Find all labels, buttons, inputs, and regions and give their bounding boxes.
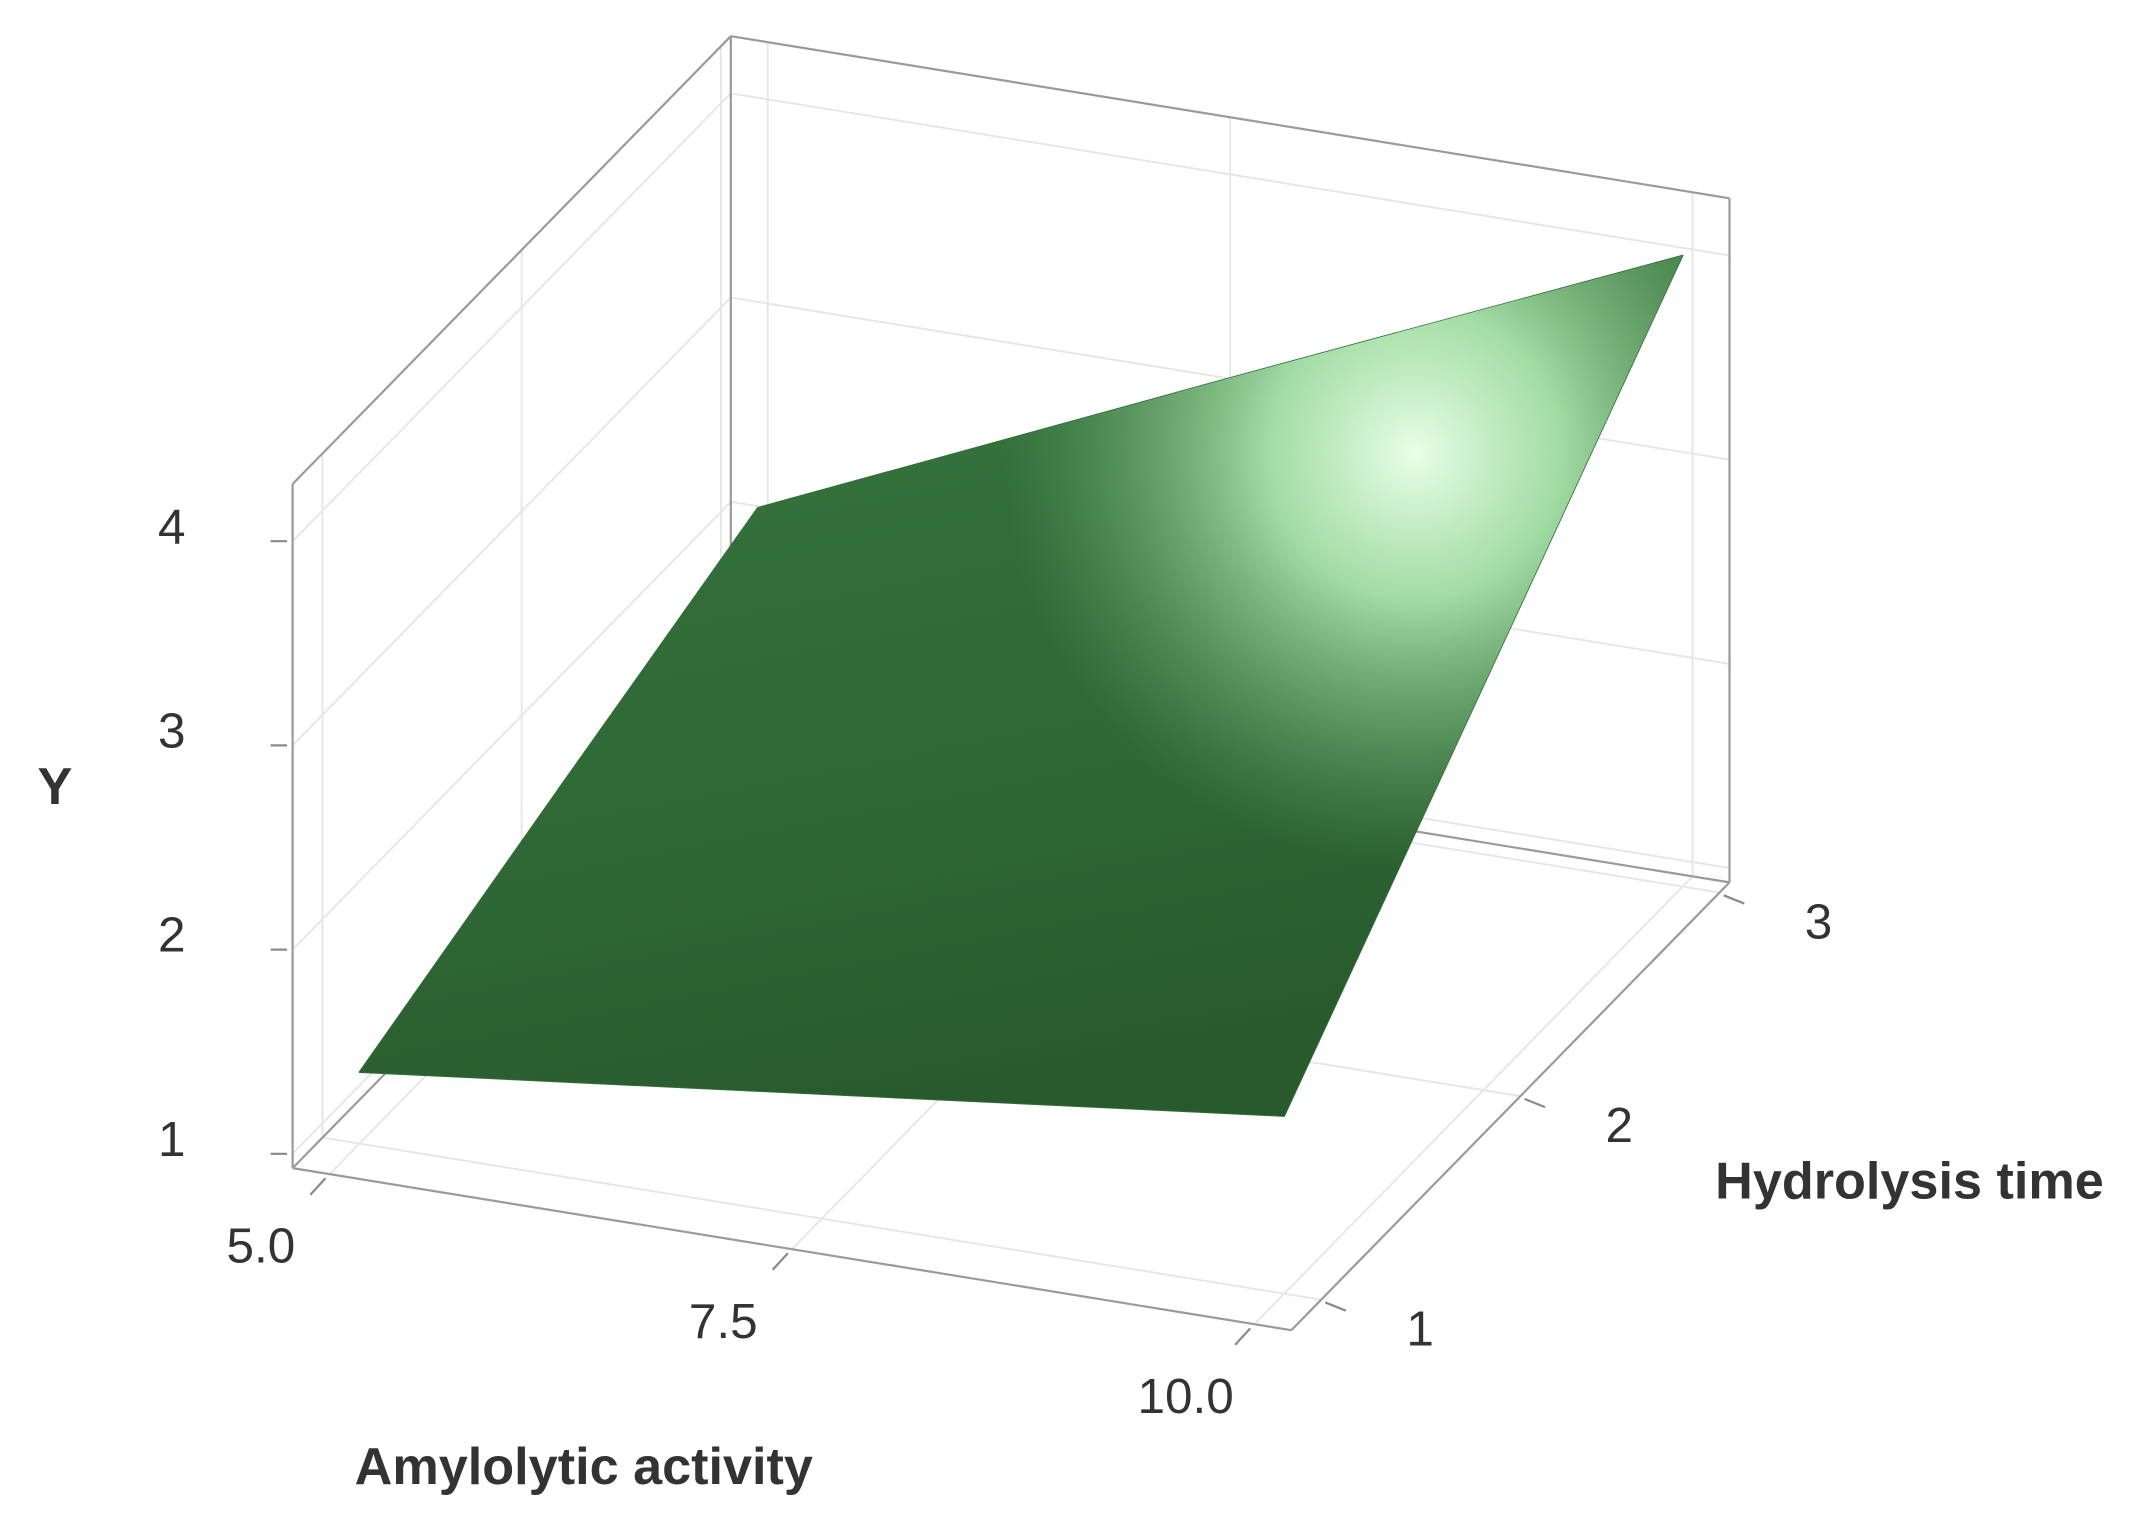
grid-line [1253, 875, 1694, 1325]
y-axis-title: Hydrolysis time [1715, 1152, 2104, 1210]
y-tick [1723, 894, 1745, 905]
x-tick-label: 5.0 [227, 1219, 296, 1274]
z-tick-label: 3 [158, 703, 186, 758]
x-tick [1234, 1327, 1251, 1346]
y-tick-label: 3 [1805, 895, 1833, 950]
grid-line [291, 501, 732, 951]
y-tick [1524, 1097, 1546, 1109]
z-axis-title: Y [38, 758, 73, 816]
x-axis-title: Amylolytic activity [355, 1438, 813, 1496]
z-tick-label: 2 [158, 908, 186, 963]
box-edge [291, 35, 732, 485]
z-tick-label: 1 [158, 1112, 186, 1167]
x-tick [771, 1252, 789, 1271]
grid-line [322, 1136, 1322, 1301]
x-tick-label: 10.0 [1138, 1369, 1234, 1424]
box-edge [730, 35, 1730, 200]
grid-line [291, 296, 732, 747]
surface-layer [358, 254, 1684, 1117]
surface-highlight [359, 255, 1683, 1117]
x-tick [309, 1177, 327, 1196]
y-tick [1324, 1301, 1347, 1312]
z-tick-label: 4 [158, 499, 186, 554]
box-edge [1290, 881, 1731, 1331]
x-tick-label: 7.5 [689, 1294, 758, 1349]
box-edge [292, 1167, 1292, 1332]
grid-line [730, 92, 1730, 257]
front-layer: 1 2 3 4 5.0 7.5 10.0 1 2 3 [158, 484, 1832, 1424]
y-tick-label: 1 [1406, 1302, 1433, 1357]
grid-line [291, 92, 732, 542]
y-tick-label: 2 [1606, 1098, 1634, 1153]
